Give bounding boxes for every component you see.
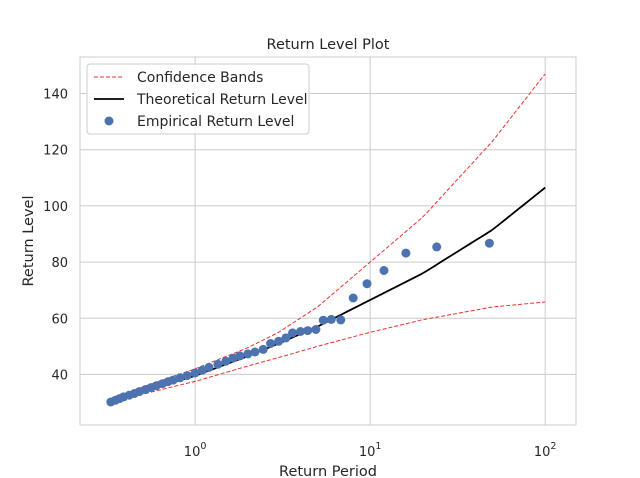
empirical-point — [432, 242, 442, 252]
y-tick-label: 140 — [43, 88, 68, 103]
empirical-point — [379, 266, 389, 275]
y-tick-label: 120 — [43, 144, 68, 159]
empirical-point — [288, 328, 297, 338]
confidence-band-line — [110, 301, 546, 405]
confidence-band-line — [110, 73, 546, 402]
legend-empirical-label: Empirical Return Level — [137, 114, 294, 130]
empirical-point — [190, 368, 200, 378]
empirical-point — [258, 344, 268, 354]
legend-box — [86, 63, 310, 135]
empirical-point — [303, 326, 313, 336]
x-tick-label: 100 — [184, 441, 207, 460]
y-tick-label: 40 — [51, 368, 68, 383]
empirical-point — [274, 336, 284, 346]
legend-confidence-label: Confidence Bands — [137, 70, 263, 86]
empirical-point — [266, 339, 276, 348]
empirical-point — [243, 349, 253, 359]
x-tick-label: 102 — [534, 441, 557, 460]
y-axis-label: Return Level — [21, 195, 37, 286]
empirical-point — [175, 373, 185, 383]
legend: Confidence Bands Theoretical Return Leve… — [86, 63, 310, 135]
empirical-point — [204, 362, 214, 372]
y-tick-label: 100 — [43, 200, 68, 215]
x-tick-label: 101 — [359, 441, 382, 460]
legend-empirical-swatch — [104, 116, 114, 126]
empirical-point — [296, 327, 305, 336]
axes-frame — [79, 56, 577, 426]
tick-labels: 40 60 80 100 120 140 100 101 102 — [43, 88, 556, 460]
empirical-point — [401, 248, 411, 258]
x-axis-label: Return Period — [279, 464, 377, 478]
empirical-point — [362, 279, 372, 289]
empirical-point — [336, 315, 346, 325]
empirical-point — [235, 351, 245, 361]
empirical-point — [326, 314, 336, 324]
legend-theoretical-label: Theoretical Return Level — [136, 92, 308, 108]
empirical-point — [311, 325, 321, 334]
scatter-layer — [106, 238, 494, 407]
empirical-point — [213, 359, 223, 369]
empirical-point — [484, 238, 494, 248]
chart-title: Return Level Plot — [267, 37, 390, 53]
empirical-point — [318, 315, 328, 325]
empirical-point — [348, 293, 358, 303]
empirical-point — [182, 371, 192, 381]
empirical-point — [281, 333, 291, 343]
y-tick-label: 80 — [51, 256, 68, 271]
empirical-point — [168, 375, 178, 385]
y-tick-label: 60 — [51, 312, 68, 327]
empirical-point — [250, 347, 260, 357]
empirical-point — [221, 356, 231, 366]
